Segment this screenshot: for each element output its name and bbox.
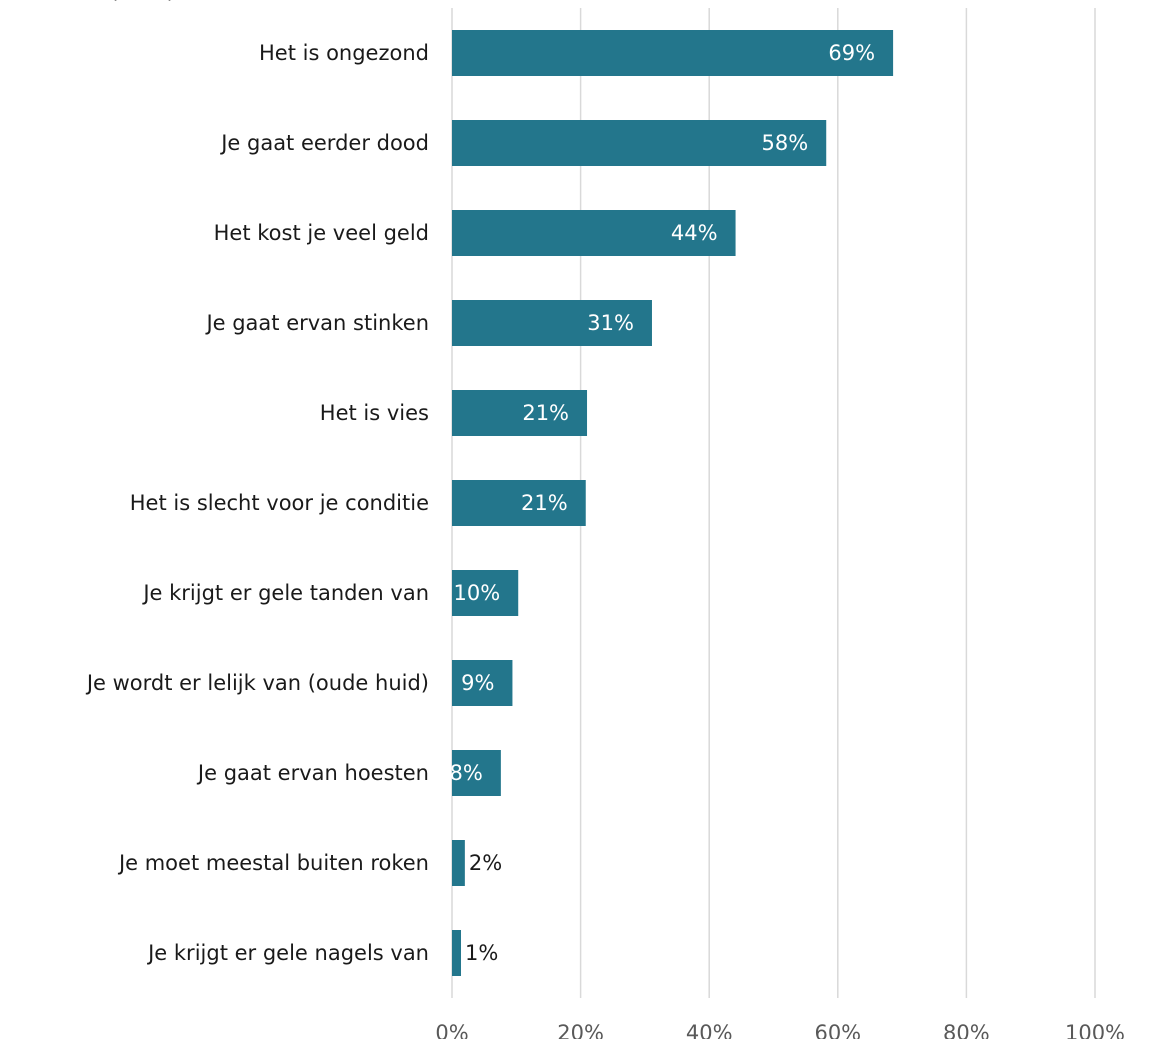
bar <box>452 750 501 796</box>
category-label: Je gaat ervan hoesten <box>196 761 429 785</box>
bar <box>452 480 586 526</box>
bar <box>452 660 513 706</box>
category-label: Je krijgt er gele nagels van <box>146 941 429 965</box>
bar <box>452 570 519 616</box>
category-label: Het is vies <box>320 401 429 425</box>
bar <box>452 390 588 436</box>
gridlines <box>451 8 1096 998</box>
category-label: Je krijgt er gele tanden van <box>141 581 429 605</box>
data-label: 44% <box>671 221 718 245</box>
category-label: Het kost je veel geld <box>214 221 429 245</box>
bar <box>452 120 827 166</box>
data-label: 9% <box>461 671 494 695</box>
x-tick-label: 60% <box>814 1021 861 1039</box>
bar <box>452 840 465 886</box>
category-label: Je moet meestal buiten roken <box>117 851 429 875</box>
x-tick-label: 0% <box>435 1021 468 1039</box>
data-label: 31% <box>587 311 634 335</box>
category-label: Het is ongezond <box>259 41 429 65</box>
bar <box>452 210 736 256</box>
data-labels: 69% 58% 44% 31% 21% 21% 10% 9% 8% 2% 1% <box>450 41 876 965</box>
bar <box>452 300 652 346</box>
category-label: Je gaat eerder dood <box>219 131 429 155</box>
x-axis-tick-labels: 0% 20% 40% 60% 80% 100% <box>435 1021 1125 1039</box>
category-label: Het is slecht voor je conditie <box>130 491 429 515</box>
data-label: 21% <box>522 401 569 425</box>
data-label: 1% <box>465 941 498 965</box>
data-label: 10% <box>454 581 501 605</box>
x-tick-label: 20% <box>557 1021 604 1039</box>
category-labels: Het is ongezond Je gaat eerder dood Het ko… <box>85 41 429 965</box>
category-label: Je gaat ervan stinken <box>204 311 429 335</box>
chart-title-fragment: (… …) <box>110 0 175 3</box>
x-tick-label: 100% <box>1065 1021 1125 1039</box>
category-label: Je wordt er lelijk van (oude huid) <box>85 671 429 695</box>
bars <box>452 30 894 976</box>
data-label: 58% <box>762 131 809 155</box>
bar <box>452 930 462 976</box>
data-label: 8% <box>450 761 483 785</box>
data-label: 2% <box>469 851 502 875</box>
data-label: 21% <box>521 491 568 515</box>
x-tick-label: 80% <box>943 1021 990 1039</box>
x-tick-label: 40% <box>686 1021 733 1039</box>
data-label: 69% <box>828 41 875 65</box>
bar <box>452 30 894 76</box>
